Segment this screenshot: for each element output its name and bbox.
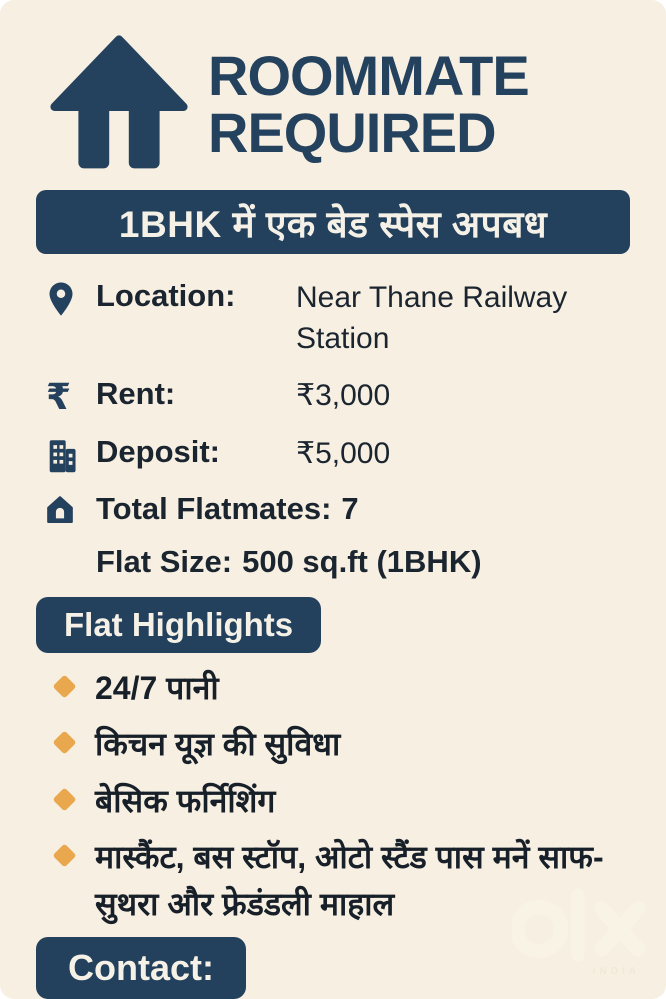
detail-value: ₹3,000 bbox=[296, 379, 391, 412]
highlight-text: किचन यूज्ञ की सुविधा bbox=[95, 726, 341, 763]
olx-region-label: INDIA bbox=[592, 966, 640, 977]
diamond-bullet-icon bbox=[52, 843, 77, 868]
list-item: किचन यूज्ञ की सुविधा bbox=[52, 721, 666, 767]
diamond-bullet-icon bbox=[52, 730, 77, 755]
contact-banner: Contact: bbox=[36, 936, 246, 999]
diamond-bullet-icon bbox=[52, 674, 77, 699]
highlights-section-header: Flat Highlights bbox=[36, 597, 630, 653]
title-line-1: ROOMMATE bbox=[208, 43, 530, 107]
subtitle-banner: 1BHK में एक बेड स्पेस अपबध bbox=[36, 190, 630, 254]
title-line-2: REQUIRED bbox=[208, 101, 497, 164]
detail-label: Flat Size: bbox=[96, 544, 233, 579]
building-icon bbox=[46, 434, 96, 473]
empty-icon-cell bbox=[46, 544, 96, 547]
detail-row-deposit: Deposit: ₹5,000 bbox=[46, 434, 666, 475]
highlights-list: 24/7 पानी किचन यूज्ञ की सुविधा बेसिक फर्… bbox=[52, 665, 666, 927]
contact-section: Contact: bbox=[36, 936, 630, 999]
highlights-banner: Flat Highlights bbox=[36, 597, 322, 653]
detail-row-location: Location: Near Thane Railway Station bbox=[46, 278, 666, 359]
list-item: मास्कैंट, बस स्टॉप, ओटो स्टैंड पास मनें … bbox=[52, 834, 666, 927]
location-pin-icon bbox=[46, 278, 96, 319]
rupee-icon: ₹ bbox=[46, 376, 72, 417]
olx-logo-icon bbox=[510, 888, 646, 962]
highlight-text: मास्कैंट, बस स्टॉप, ओटो स्टैंड पास मनें … bbox=[95, 839, 604, 922]
header: ROOMMATE REQUIRED bbox=[0, 0, 666, 174]
olx-watermark: INDIA bbox=[510, 885, 646, 977]
detail-row-flat-size: Flat Size: 500 sq.ft (1BHK) bbox=[46, 544, 666, 580]
detail-label: Deposit: bbox=[96, 433, 220, 469]
highlight-text: बेसिक फर्निशिंग bbox=[95, 782, 276, 819]
highlight-text: 24/7 पानी bbox=[95, 670, 219, 706]
detail-value: 7 bbox=[341, 491, 359, 526]
detail-label: Total Flatmates: bbox=[96, 491, 332, 526]
details-list: Location: Near Thane Railway Station ₹ R… bbox=[46, 278, 666, 580]
detail-merged: Total Flatmates: 7 bbox=[96, 491, 666, 527]
list-item: 24/7 पानी bbox=[52, 665, 666, 711]
detail-value: ₹5,000 bbox=[296, 436, 391, 470]
detail-row-rent: ₹ Rent: ₹3,000 bbox=[46, 376, 666, 417]
house-logo-icon bbox=[50, 35, 188, 169]
detail-label: Rent: bbox=[96, 376, 176, 411]
detail-value: Near Thane Railway Station bbox=[296, 281, 568, 355]
detail-label: Location: bbox=[96, 278, 236, 313]
list-item: बेसिक फर्निशिंग bbox=[52, 778, 666, 824]
diamond-bullet-icon bbox=[52, 787, 77, 812]
detail-value: 500 sq.ft (1BHK) bbox=[242, 544, 482, 579]
detail-merged: Flat Size: 500 sq.ft (1BHK) bbox=[96, 544, 666, 580]
detail-row-flatmates: Total Flatmates: 7 bbox=[46, 491, 666, 527]
house-icon bbox=[46, 491, 96, 524]
page-title: ROOMMATE REQUIRED bbox=[208, 43, 530, 164]
